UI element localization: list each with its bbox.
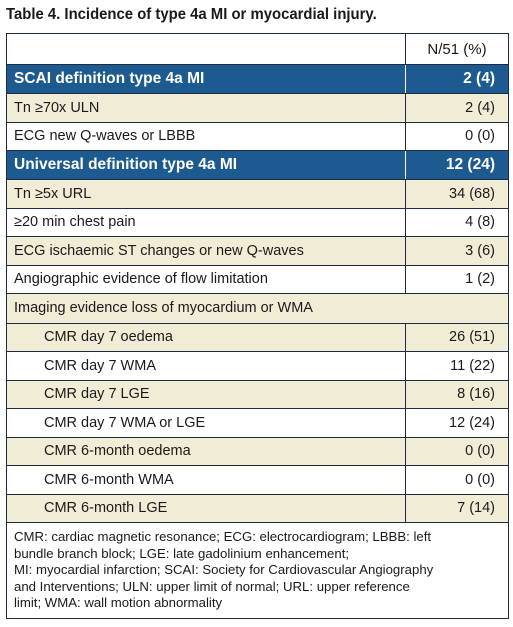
imaging-subheader: Imaging evidence loss of myocardium or W… [7, 293, 508, 323]
row-value: 1 (2) [465, 271, 495, 288]
row-label: CMR day 7 WMA [7, 352, 406, 380]
table-row: CMR day 7 oedema 26 (51) [7, 322, 508, 351]
table-row: CMR 6-month LGE 7 (14) [7, 493, 508, 522]
footnote-line: CMR: cardiac magnetic resonance; ECG: el… [14, 529, 432, 544]
row-value: 0 (0) [465, 471, 495, 488]
table-caption: Table 4. Incidence of type 4a MI or myoc… [6, 6, 377, 23]
section-label: SCAI definition type 4a MI [7, 65, 406, 93]
table-row: ECG new Q-waves or LBBB 0 (0) [7, 121, 508, 150]
section-row-universal: Universal definition type 4a MI 12 (24) [7, 150, 508, 179]
footnote-line: MI: myocardial infarction; SCAI: Society… [14, 562, 434, 577]
row-value: 8 (16) [457, 386, 495, 403]
row-value: 2 (4) [465, 99, 495, 116]
table-row: CMR 6-month WMA 0 (0) [7, 465, 508, 494]
footnote-line: and Interventions; ULN: upper limit of n… [14, 578, 410, 594]
section-value: 12 (24) [445, 156, 495, 173]
incidence-table: N/51 (%) SCAI definition type 4a MI 2 (4… [6, 33, 509, 619]
row-label: Angiographic evidence of flow limitation [7, 265, 406, 293]
table-row: ≥20 min chest pain 4 (8) [7, 207, 508, 236]
row-label: CMR day 7 WMA or LGE [7, 409, 406, 437]
row-value: 26 (51) [449, 329, 495, 346]
table-row: CMR day 7 WMA or LGE 12 (24) [7, 408, 508, 437]
row-value: 34 (68) [449, 185, 495, 202]
section-value: 2 (4) [463, 70, 495, 87]
row-value: 4 (8) [465, 214, 495, 231]
row-value: 12 (24) [449, 414, 495, 431]
row-label: ECG new Q-waves or LBBB [7, 122, 406, 150]
row-label: CMR day 7 oedema [7, 323, 406, 351]
table-row: CMR 6-month oedema 0 (0) [7, 436, 508, 465]
table-row: Tn ≥70x ULN 2 (4) [7, 93, 508, 122]
row-label: CMR day 7 LGE [7, 380, 406, 408]
header-col2: N/51 (%) [427, 40, 487, 58]
section-label: Universal definition type 4a MI [7, 151, 406, 179]
row-label: Tn ≥70x ULN [7, 94, 406, 122]
table-row: Tn ≥5x URL 34 (68) [7, 179, 508, 208]
row-label: CMR 6-month oedema [7, 437, 406, 465]
row-value: 11 (22) [450, 357, 495, 374]
row-label: CMR 6-month WMA [7, 466, 406, 494]
row-value: 0 (0) [465, 128, 495, 145]
row-label: ≥20 min chest pain [7, 208, 406, 236]
footnote-line: bundle branch block; LGE: late gadoliniu… [14, 545, 350, 561]
table-row: CMR day 7 WMA 11 (22) [7, 351, 508, 380]
table-footnote: CMR: cardiac magnetic resonance; ECG: el… [7, 522, 508, 618]
footnote-line: limit; WMA: wall motion abnormality [14, 595, 223, 610]
header-col1 [7, 34, 406, 64]
row-label: CMR 6-month LGE [7, 494, 406, 522]
row-value: 3 (6) [465, 242, 495, 259]
row-value: 0 (0) [465, 443, 495, 460]
table-row: ECG ischaemic ST changes or new Q-waves … [7, 236, 508, 265]
row-label: Tn ≥5x URL [7, 180, 406, 208]
row-label: ECG ischaemic ST changes or new Q-waves [7, 237, 406, 265]
table-row: CMR day 7 LGE 8 (16) [7, 379, 508, 408]
table-row: Angiographic evidence of flow limitation… [7, 264, 508, 293]
row-value: 7 (14) [457, 500, 495, 517]
section-row-scai: SCAI definition type 4a MI 2 (4) [7, 64, 508, 93]
table-header-row: N/51 (%) [7, 34, 508, 64]
